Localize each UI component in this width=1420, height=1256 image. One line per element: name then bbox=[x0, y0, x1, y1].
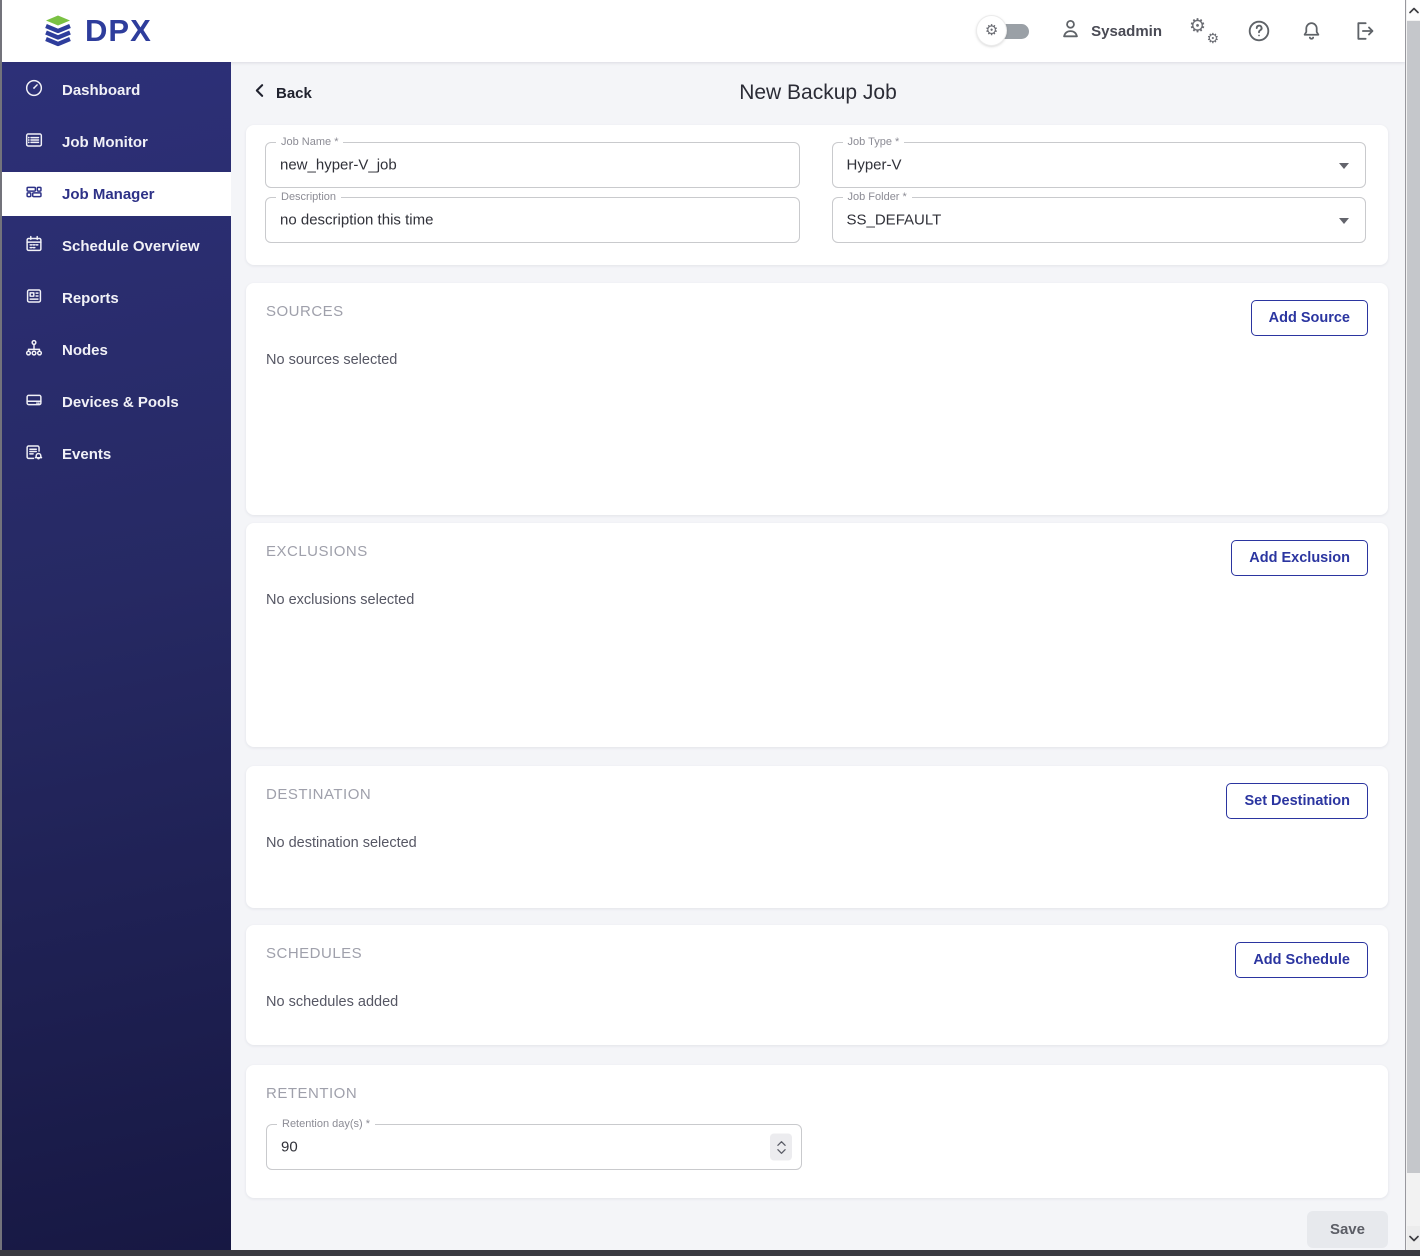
chevron-left-icon bbox=[253, 83, 266, 103]
retention-days-label: Retention day(s) * bbox=[277, 1118, 376, 1130]
description-value: no description this time bbox=[280, 211, 434, 229]
job-type-value: Hyper-V bbox=[846, 156, 902, 174]
dashboard-icon bbox=[23, 77, 45, 103]
page-header-row: Back New Backup Job bbox=[231, 65, 1405, 121]
sidebar-nav: Dashboard Job Monitor Job M bbox=[2, 62, 231, 1250]
job-folder-label: Job Folder * bbox=[842, 191, 912, 203]
sidebar-item-schedule-overview[interactable]: Schedule Overview bbox=[2, 224, 231, 268]
job-type-select[interactable]: Job Type * Hyper-V bbox=[831, 136, 1366, 188]
job-monitor-icon bbox=[23, 129, 45, 155]
sources-title: SOURCES bbox=[266, 303, 344, 320]
top-bar-actions: ⚙ Sysadmin ⚙ ⚙ bbox=[977, 0, 1377, 62]
window-bottom-edge bbox=[0, 1250, 1420, 1256]
sidebar-item-label: Job Monitor bbox=[62, 133, 148, 151]
destination-empty-text: No destination selected bbox=[266, 835, 417, 851]
save-row: Save bbox=[246, 1211, 1388, 1248]
sources-section: SOURCES Add Source No sources selected bbox=[246, 283, 1388, 515]
retention-title: RETENTION bbox=[266, 1085, 358, 1102]
form-content: Job Name * new_hyper-V_job Job Type * Hy… bbox=[246, 125, 1388, 1248]
sidebar-item-job-monitor[interactable]: Job Monitor bbox=[2, 120, 231, 164]
job-folder-value: SS_DEFAULT bbox=[846, 211, 942, 229]
destination-section: DESTINATION Set Destination No destinati… bbox=[246, 766, 1388, 908]
add-schedule-button[interactable]: Add Schedule bbox=[1235, 942, 1368, 978]
sidebar-item-label: Devices & Pools bbox=[62, 393, 179, 411]
job-name-value: new_hyper-V_job bbox=[280, 156, 397, 174]
caret-down-icon bbox=[1339, 218, 1349, 224]
sidebar-item-label: Reports bbox=[62, 289, 119, 307]
notifications-bell-icon[interactable] bbox=[1299, 19, 1324, 44]
back-label: Back bbox=[276, 84, 312, 102]
toggle-knob-gear-icon: ⚙ bbox=[977, 16, 1007, 45]
job-manager-icon bbox=[23, 181, 45, 207]
dpx-logo[interactable]: DPX bbox=[40, 11, 152, 52]
page-title: New Backup Job bbox=[739, 81, 897, 104]
sidebar-item-label: Events bbox=[62, 445, 112, 463]
save-button[interactable]: Save bbox=[1306, 1211, 1388, 1248]
sidebar-item-job-manager[interactable]: Job Manager bbox=[2, 172, 231, 216]
user-icon bbox=[1058, 16, 1083, 46]
schedules-empty-text: No schedules added bbox=[266, 994, 399, 1010]
schedule-icon bbox=[23, 233, 45, 259]
help-icon[interactable] bbox=[1246, 18, 1272, 44]
sidebar-item-nodes[interactable]: Nodes bbox=[2, 328, 231, 372]
add-source-button[interactable]: Add Source bbox=[1250, 300, 1368, 336]
sidebar-item-devices-pools[interactable]: Devices & Pools bbox=[2, 380, 231, 424]
job-name-label: Job Name * bbox=[276, 136, 344, 148]
back-button[interactable]: Back bbox=[253, 83, 312, 103]
window-left-edge bbox=[0, 0, 2, 1256]
sidebar-item-reports[interactable]: Reports bbox=[2, 276, 231, 320]
logout-icon[interactable] bbox=[1351, 18, 1377, 44]
add-exclusion-button[interactable]: Add Exclusion bbox=[1231, 540, 1368, 576]
devices-icon bbox=[23, 389, 45, 415]
destination-title: DESTINATION bbox=[266, 786, 372, 803]
user-menu[interactable]: Sysadmin bbox=[1058, 16, 1162, 46]
number-stepper[interactable] bbox=[770, 1133, 792, 1161]
retention-section: RETENTION Retention day(s) * 90 bbox=[246, 1065, 1388, 1198]
vertical-scrollbar[interactable] bbox=[1405, 0, 1420, 1250]
user-name: Sysadmin bbox=[1091, 22, 1162, 40]
retention-days-input[interactable]: Retention day(s) * 90 bbox=[266, 1118, 802, 1170]
sidebar-item-label: Schedule Overview bbox=[62, 237, 200, 255]
events-icon bbox=[23, 441, 45, 467]
sidebar-item-dashboard[interactable]: Dashboard bbox=[2, 68, 231, 112]
dpx-layers-icon bbox=[40, 11, 76, 52]
sources-empty-text: No sources selected bbox=[266, 352, 398, 368]
caret-down-icon bbox=[1339, 163, 1349, 169]
settings-toggle[interactable]: ⚙ bbox=[977, 16, 1031, 46]
job-type-label: Job Type * bbox=[842, 136, 905, 148]
scroll-up-button[interactable] bbox=[1407, 0, 1420, 20]
description-field[interactable]: Description no description this time bbox=[265, 191, 800, 243]
main-content: Back New Backup Job Job Name * new_hyper… bbox=[231, 62, 1405, 1250]
scrollbar-thumb[interactable] bbox=[1407, 21, 1420, 1173]
reports-icon bbox=[23, 285, 45, 311]
exclusions-section: EXCLUSIONS Add Exclusion No exclusions s… bbox=[246, 523, 1388, 747]
set-destination-button[interactable]: Set Destination bbox=[1226, 783, 1368, 819]
top-bar: DPX ⚙ Sysadmin ⚙ ⚙ bbox=[2, 0, 1405, 62]
exclusions-empty-text: No exclusions selected bbox=[266, 592, 415, 608]
nodes-icon bbox=[23, 337, 45, 363]
sidebar-item-events[interactable]: Events bbox=[2, 432, 231, 476]
job-details-card: Job Name * new_hyper-V_job Job Type * Hy… bbox=[246, 125, 1388, 265]
description-label: Description bbox=[276, 191, 342, 203]
sidebar-item-label: Job Manager bbox=[62, 185, 155, 203]
sidebar-item-label: Nodes bbox=[62, 341, 108, 359]
retention-days-value: 90 bbox=[281, 1138, 298, 1156]
scroll-down-button[interactable] bbox=[1407, 1226, 1420, 1250]
schedules-title: SCHEDULES bbox=[266, 945, 363, 962]
job-folder-select[interactable]: Job Folder * SS_DEFAULT bbox=[831, 191, 1366, 243]
system-settings-icon[interactable]: ⚙ ⚙ bbox=[1189, 15, 1219, 47]
sidebar-item-label: Dashboard bbox=[62, 81, 141, 99]
logo-text: DPX bbox=[85, 13, 152, 48]
exclusions-title: EXCLUSIONS bbox=[266, 543, 368, 560]
job-name-field[interactable]: Job Name * new_hyper-V_job bbox=[265, 136, 800, 188]
schedules-section: SCHEDULES Add Schedule No schedules adde… bbox=[246, 925, 1388, 1045]
